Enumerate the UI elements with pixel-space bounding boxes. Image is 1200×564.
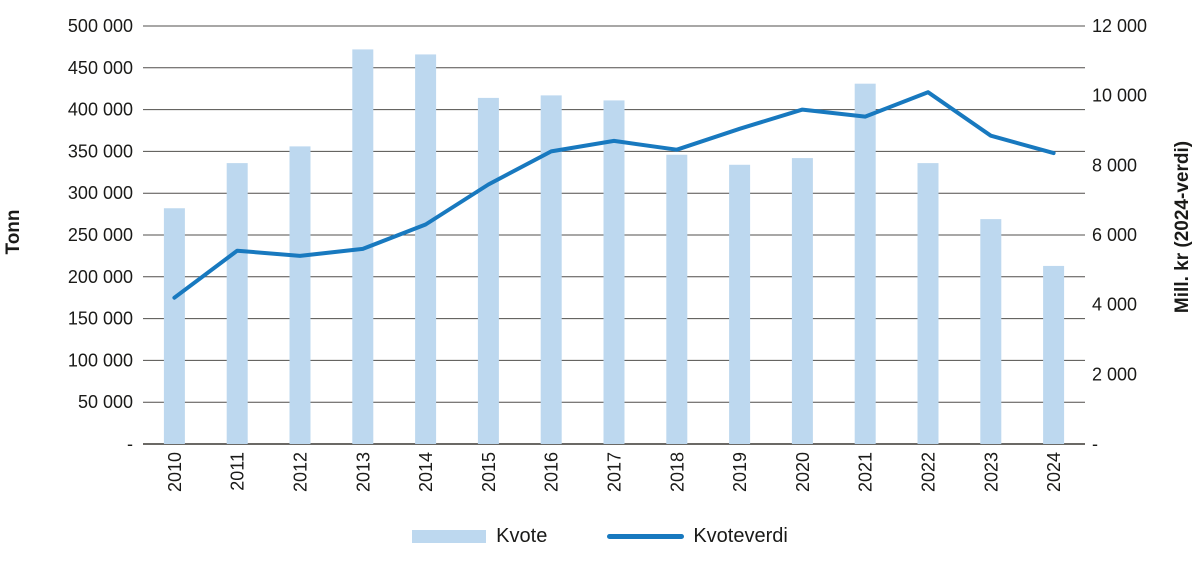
- left-tick-label: 200 000: [68, 267, 133, 287]
- left-tick-label: 450 000: [68, 58, 133, 78]
- x-tick-label-2010: 2010: [165, 452, 185, 492]
- legend-label-kvoteverdi: Kvoteverdi: [693, 524, 788, 547]
- bar-2024: [1043, 265, 1065, 444]
- kvote-bar-swatch: [412, 529, 487, 543]
- bar-2023: [980, 219, 1002, 444]
- x-tick-label-2013: 2013: [353, 452, 373, 492]
- bar-2012: [289, 146, 311, 444]
- bar-2020: [791, 158, 813, 444]
- kvoteverdi-line: [172, 90, 1056, 300]
- x-tick-label-2014: 2014: [416, 452, 436, 492]
- left-tick-label: 250 000: [68, 225, 133, 245]
- x-tick-label-2023: 2023: [981, 452, 1001, 492]
- right-tick-label: 2 000: [1092, 364, 1137, 384]
- legend-item-kvoteverdi: Kvoteverdi: [607, 525, 788, 548]
- bar-2015: [477, 97, 499, 445]
- legend: Kvote Kvoteverdi: [0, 522, 1200, 550]
- right-tick-label: 8 000: [1092, 155, 1137, 175]
- right-tick-label: -: [1092, 434, 1098, 454]
- kvoteverdi-line-swatch: [607, 533, 685, 539]
- left-axis-title: Tonn: [3, 209, 24, 255]
- x-tick-label-2012: 2012: [291, 452, 311, 492]
- legend-item-kvote: Kvote: [412, 525, 547, 548]
- right-axis-title: Mill. kr (2024-verdi): [1172, 140, 1193, 314]
- right-tick-label: 4 000: [1092, 295, 1137, 315]
- left-tick-label: 150 000: [68, 309, 133, 329]
- x-tick-label-2020: 2020: [793, 452, 813, 492]
- bar-2013: [352, 49, 374, 445]
- x-tick-label-2011: 2011: [228, 452, 248, 491]
- x-tick-label-2022: 2022: [919, 452, 939, 492]
- x-tick-label-2016: 2016: [542, 452, 562, 492]
- left-tick-label: -: [127, 434, 133, 454]
- x-tick-label-2019: 2019: [730, 452, 750, 492]
- bar-2018: [666, 154, 688, 444]
- left-tick-label: 100 000: [68, 350, 133, 370]
- right-tick-label: 10 000: [1092, 86, 1147, 106]
- left-tick-label: 50 000: [78, 392, 133, 412]
- x-tick-label-2024: 2024: [1044, 452, 1064, 492]
- x-tick-label-2017: 2017: [605, 452, 625, 492]
- bar-2017: [603, 100, 625, 445]
- bar-2010: [163, 208, 185, 444]
- right-tick-label: 12 000: [1092, 16, 1147, 36]
- right-tick-label: 6 000: [1092, 225, 1137, 245]
- left-tick-label: 350 000: [68, 141, 133, 161]
- x-tick-label-2018: 2018: [667, 452, 687, 492]
- bar-2016: [540, 95, 562, 444]
- x-tick-label-2021: 2021: [856, 452, 876, 492]
- x-tick-label-2015: 2015: [479, 452, 499, 492]
- left-tick-label: 500 000: [68, 16, 133, 36]
- bar-2021: [854, 83, 876, 445]
- left-tick-label: 400 000: [68, 100, 133, 120]
- legend-label-kvote: Kvote: [496, 524, 548, 547]
- bar-2011: [226, 163, 248, 444]
- bar-2019: [729, 164, 751, 444]
- bar-2014: [415, 54, 437, 444]
- bar-2022: [917, 163, 939, 444]
- left-tick-label: 300 000: [68, 183, 133, 203]
